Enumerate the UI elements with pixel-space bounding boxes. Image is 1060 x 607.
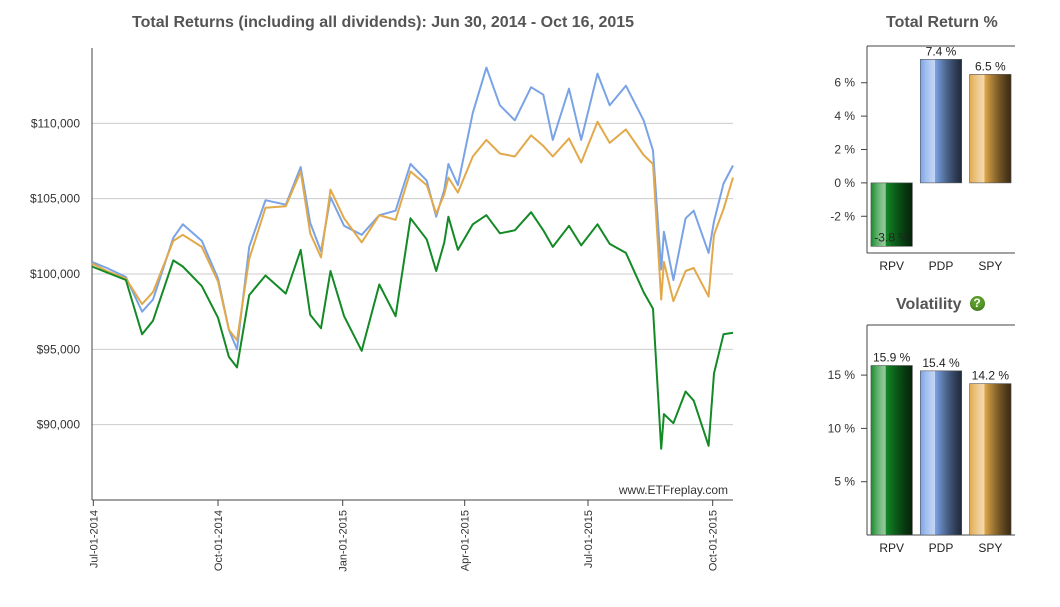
return-chart: -2 % 0 % 2 % 4 % 6 % -3.8 % RPV 7.4 % PDP 6.5 % SP… [0,0,1060,290]
series-line-rpv [91,211,734,450]
y-tick-label: -2 % [830,209,855,223]
y-tick-label: 6 % [834,76,855,90]
bar-value-label: 15.9 % [873,351,911,365]
bar-rpv [870,365,913,536]
bar-rpv [870,182,913,247]
x-tick-label: Oct-01-2015 [708,510,720,571]
x-tick-label: Jul-01-2014 [88,510,100,568]
bar-value-label: -3.8 % [874,230,909,244]
bar-value-label: 6.5 % [975,59,1006,73]
x-tick-label: Jul-01-2015 [583,510,595,568]
line-chart-svg: $90,000 $95,000 $100,000 $105,000 $110,000 Ju… [30,48,734,572]
help-icon[interactable]: ? [969,296,985,311]
line-chart-title: Total Returns (including all dividends):… [132,14,635,31]
bar-spy [969,74,1012,184]
y-tick-label: $100,000 [30,267,80,281]
category-label: SPY [978,259,1002,273]
bar-pdp [919,370,963,536]
bar-value-label: 7.4 % [926,44,957,58]
bar-spy [969,383,1012,536]
x-tick-label: Apr-01-2015 [460,510,472,571]
volatility-chart: 5 % 10 % 15 % 15.9 % RPV 15.4 % PDP 14.2 % SPY [828,324,1015,555]
y-tick-label: 2 % [834,143,855,157]
x-tick-label: Jan-01-2015 [338,510,350,572]
volatility-chart-title: Volatility? [896,296,985,314]
line-chart: $90,000 $95,000 $100,000 $105,000 $110,000 Ju… [30,48,734,572]
bar-value-label: 14.2 % [972,369,1010,383]
y-tick-label: $105,000 [30,192,80,206]
y-tick-label: 10 % [828,421,856,435]
volatility-chart-svg: 5 % 10 % 15 % 15.9 % RPV 15.4 % PDP 14.2 % SPY [828,324,1015,555]
y-tick-label: 5 % [834,475,855,489]
category-label: RPV [879,541,904,555]
volatility-title-text: Volatility [896,296,962,313]
watermark-text: www.ETFreplay.com [618,483,728,497]
y-tick-label: $90,000 [37,418,81,432]
y-tick-label: 4 % [834,109,855,123]
return-chart-title: Total Return % [886,14,998,31]
y-tick-label: 0 % [834,176,855,190]
category-label: PDP [929,541,954,555]
y-tick-label: $110,000 [31,116,80,130]
series-line-spy [91,120,734,342]
bar-value-label: 15.4 % [922,356,960,370]
x-tick-label: Oct-01-2014 [213,510,225,571]
category-label: SPY [978,541,1002,555]
return-chart-svg: -2 % 0 % 2 % 4 % 6 % -3.8 % RPV 7.4 % PDP 6.5 % SP… [830,44,1015,273]
bar-pdp [919,59,963,184]
y-tick-label: $95,000 [37,342,81,356]
category-label: PDP [929,259,954,273]
y-tick-label: 15 % [828,368,856,382]
category-label: RPV [879,259,904,273]
